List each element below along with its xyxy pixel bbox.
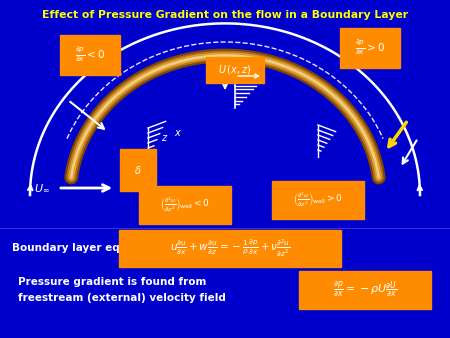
Text: $\frac{\partial p}{\partial x} < 0$: $\frac{\partial p}{\partial x} < 0$ xyxy=(75,46,105,64)
FancyBboxPatch shape xyxy=(340,28,400,68)
Text: $u\frac{\partial u}{\partial x}+w\frac{\partial u}{\partial z}=-\frac{1}{\rho}\f: $u\frac{\partial u}{\partial x}+w\frac{\… xyxy=(170,237,290,259)
Text: $\frac{\partial p}{\partial x} > 0$: $\frac{\partial p}{\partial x} > 0$ xyxy=(355,39,385,57)
Text: freestream (external) velocity field: freestream (external) velocity field xyxy=(18,293,226,303)
Text: Boundary layer equation:: Boundary layer equation: xyxy=(12,243,162,253)
Text: $\left(\frac{\partial^2 u}{\partial z^2}\right)_{\!\rm wall} < 0$: $\left(\frac{\partial^2 u}{\partial z^2}… xyxy=(160,196,210,214)
FancyBboxPatch shape xyxy=(272,181,364,219)
FancyBboxPatch shape xyxy=(299,271,431,309)
FancyBboxPatch shape xyxy=(206,57,264,83)
FancyBboxPatch shape xyxy=(139,186,231,224)
Text: $\delta$: $\delta$ xyxy=(134,164,142,176)
Text: $z$: $z$ xyxy=(162,133,169,143)
Text: Effect of Pressure Gradient on the flow in a Boundary Layer: Effect of Pressure Gradient on the flow … xyxy=(42,10,408,20)
Text: $\left(\frac{\partial^2 u}{\partial z^2}\right)_{\!\rm wall} > 0$: $\left(\frac{\partial^2 u}{\partial z^2}… xyxy=(293,191,343,209)
Text: $U_\infty$: $U_\infty$ xyxy=(34,182,50,194)
Text: Pressure gradient is found from: Pressure gradient is found from xyxy=(18,277,207,287)
FancyBboxPatch shape xyxy=(60,35,120,75)
Text: $x$: $x$ xyxy=(174,128,182,138)
Text: $U\,(x,z)$: $U\,(x,z)$ xyxy=(218,64,252,76)
FancyBboxPatch shape xyxy=(119,230,341,266)
Text: $\frac{\partial p}{\partial x}=-\rho U\frac{\partial U}{\partial x}$: $\frac{\partial p}{\partial x}=-\rho U\f… xyxy=(333,280,397,300)
